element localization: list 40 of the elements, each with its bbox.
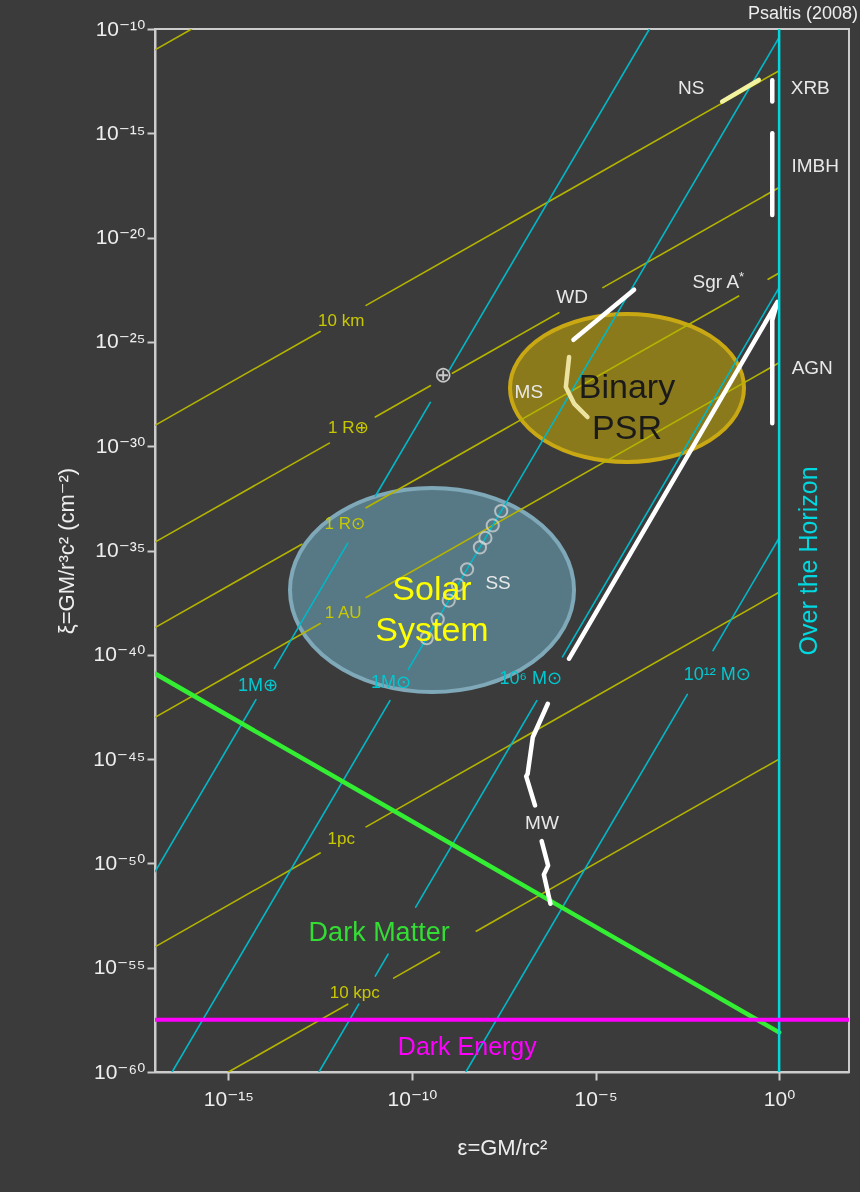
y-tick-label: 10⁻³⁵	[95, 538, 146, 561]
annotation: 1 R⊙	[324, 514, 366, 534]
annotation: ⊕	[434, 362, 453, 388]
x-axis-title: ε=GM/rc²	[457, 1134, 548, 1160]
annotation: 10¹² M⊙	[683, 664, 751, 685]
annotation: 10 kpc	[329, 983, 381, 1003]
x-tick-label: 10⁻⁵	[574, 1086, 618, 1110]
y-tick-label: 10⁻⁵⁰	[93, 850, 146, 874]
annotation: IMBH	[791, 155, 840, 177]
annotation: 1M⊙	[370, 671, 411, 692]
annotation: NS	[677, 76, 705, 98]
y-tick-label: 10⁻³⁰	[95, 433, 146, 457]
annotation: MS	[514, 380, 544, 402]
annotation: 10 km	[318, 311, 365, 331]
x-tick-label: 10⁻¹⁵	[203, 1086, 255, 1110]
text: Psaltis (2008)	[747, 3, 858, 23]
y-tick-label: 10⁻¹⁵	[95, 120, 146, 144]
annotation: 1 R⊕	[328, 418, 369, 438]
ref-line-label: Over the Horizon	[794, 466, 823, 656]
y-tick-label: 10⁻²⁰	[95, 225, 146, 249]
annotation: 1pc	[327, 828, 356, 848]
y-tick-label: 10⁻⁶⁰	[93, 1059, 146, 1083]
annotation: XRB	[790, 77, 830, 99]
annotation: AGN	[791, 357, 833, 379]
annotation: Binary PSR	[578, 367, 676, 446]
y-tick-label: 10⁻⁴⁰	[93, 642, 146, 666]
line-series	[539, 838, 553, 906]
annotation: Dark Matter	[308, 917, 450, 948]
x-tick-label: 10⁻¹⁰	[387, 1086, 438, 1110]
annotation: 1 AU	[324, 602, 362, 622]
y-tick-label: 10⁻²⁵	[95, 329, 146, 353]
y-tick-label: 10⁻¹⁰	[95, 16, 146, 40]
annotation: WD	[556, 285, 588, 307]
annotation: 1M⊕	[237, 674, 278, 695]
y-tick-label: 10⁻⁵⁵	[93, 955, 146, 979]
annotation: MW	[525, 812, 559, 834]
x-tick-label: 10⁰	[763, 1086, 796, 1110]
y-tick-label: 10⁻⁴⁵	[93, 746, 146, 770]
y-axis-title: ξ=GM/r³c² (cm⁻²)	[54, 467, 80, 635]
annotation: Sgr A$^{*}$	[692, 268, 745, 292]
